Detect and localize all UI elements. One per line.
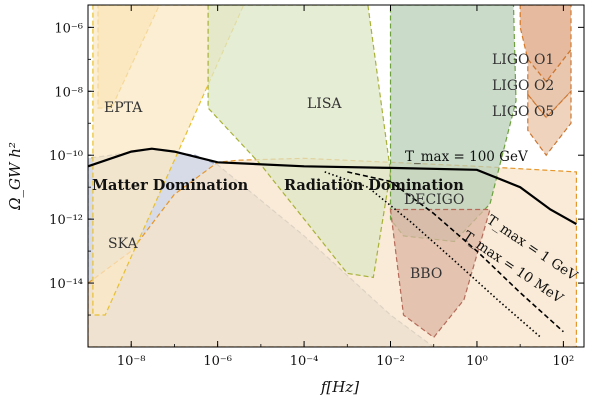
- x-tick-label: 10⁻⁴: [290, 354, 319, 369]
- bbo-label: BBO: [410, 266, 442, 282]
- ligo-o5-region: [527, 89, 572, 157]
- sensitivity-regions: [88, 5, 578, 347]
- x-tick-label: 10⁻⁶: [203, 354, 232, 369]
- ligo-o1-label: LIGO O1: [492, 52, 554, 68]
- ska-label: SKA: [108, 236, 138, 252]
- y-axis-title: Ω_GW h²: [6, 142, 24, 211]
- y-tick-label: 10⁻⁶: [54, 21, 83, 36]
- x-tick-label: 10⁰: [466, 354, 488, 369]
- lisa-region: [207, 5, 392, 279]
- matter-domination-label: Matter Domination: [92, 177, 249, 194]
- plot-frame: [87, 4, 585, 348]
- tmax-100gev-label: T_max = 100 GeV: [405, 149, 528, 165]
- ligo-o5-label: LIGO O5: [492, 104, 554, 120]
- x-tick-label: 10⁻²: [376, 354, 405, 369]
- y-tick-label: 10⁻¹²: [49, 213, 83, 228]
- x-tick-label: 10²: [552, 354, 574, 369]
- y-tick-label: 10⁻¹⁰: [49, 149, 83, 164]
- epta-label: EPTA: [104, 100, 143, 116]
- y-tick-label: 10⁻⁸: [54, 85, 83, 100]
- decigo-region: [389, 5, 517, 243]
- ligo-o1-region: [519, 5, 572, 83]
- t-max-100-gev-curve: [88, 147, 577, 226]
- x-tick-label: 10⁻⁸: [117, 354, 146, 369]
- t-max-1-gev-curve: [347, 171, 564, 333]
- ligo-o2-label: LIGO O2: [492, 78, 554, 94]
- decigo-label: DECIGO: [404, 192, 464, 208]
- y-tick-label: 10⁻¹⁴: [49, 277, 83, 292]
- lisa-label: LISA: [307, 96, 342, 112]
- radiation-domination-label: Radiation Domination: [284, 177, 464, 194]
- x-axis-title: f[Hz]: [320, 378, 359, 396]
- spectrum-curves: [88, 147, 577, 339]
- ska-region: [92, 5, 245, 316]
- axis-ticks: 10⁻⁸ 10⁻⁶ 10⁻⁴ 10⁻² 10⁰ 10² 10⁻⁶ 10⁻⁸ 10⁻¹⁰ 10⁻¹²…: [49, 5, 584, 369]
